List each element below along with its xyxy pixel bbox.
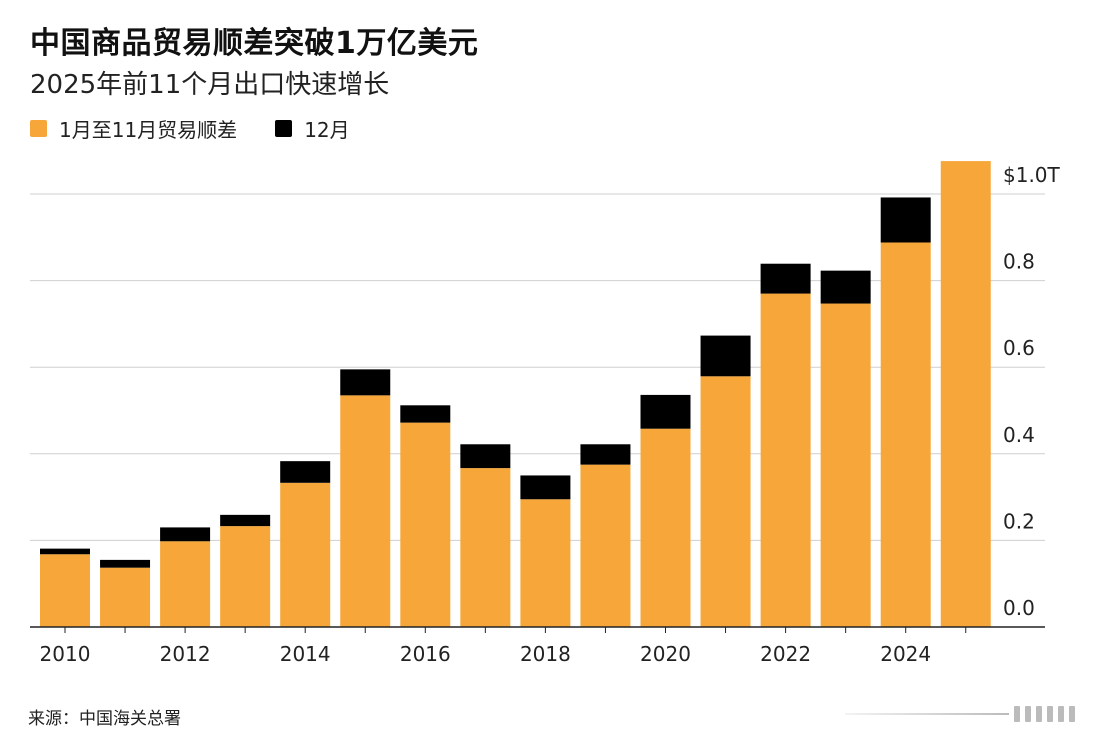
bar-december-2018	[520, 475, 571, 500]
x-tick-label: 2024	[880, 642, 931, 666]
bar-jan-nov-2016	[400, 422, 451, 627]
bar-jan-nov-2011	[100, 567, 151, 627]
bar-december-2016	[400, 405, 451, 423]
bar-chart: 2010 2012 2014 2016 2018 2020 2022 2024 0.0 0.2 0.…	[30, 161, 1061, 666]
chart-subtitle: 2025年前11个月出口快速增长	[30, 70, 390, 100]
bar-december-2014	[280, 461, 331, 483]
bar-december-2020	[640, 394, 691, 429]
legend-item-jan-nov: 1月至11月贸易顺差	[30, 114, 237, 143]
y-tick-label: $1.0T	[1003, 163, 1061, 187]
bar-jan-nov-2019	[580, 464, 631, 627]
legend-swatch-jan-nov	[30, 120, 47, 137]
source-note: 来源：中国海关总署	[28, 709, 181, 729]
bar-december-2013	[220, 514, 271, 527]
legend-label-december: 12月	[304, 118, 350, 142]
bar-december-2021	[700, 335, 751, 377]
bar-jan-nov-2010	[40, 554, 90, 627]
bar-december-2019	[580, 444, 631, 465]
bar-december-2015	[340, 369, 391, 396]
legend: 1月至11月贸易顺差 12月	[30, 114, 388, 143]
bar-jan-nov-2015	[340, 395, 391, 627]
bar-december-2023	[820, 270, 871, 304]
bar-jan-nov-2017	[460, 468, 511, 627]
bar-jan-nov-2012	[160, 541, 211, 627]
legend-item-december: 12月	[275, 114, 350, 143]
x-tick-label: 2020	[640, 642, 691, 666]
bar-jan-nov-2014	[280, 482, 331, 627]
y-tick-label: 0.4	[1003, 423, 1035, 447]
chart-title: 中国商品贸易顺差突破1万亿美元	[30, 26, 479, 61]
bar-december-2017	[460, 444, 511, 469]
y-tick-label: 0.0	[1003, 596, 1035, 620]
bar-jan-nov-2023	[820, 303, 871, 627]
bar-december-2022	[760, 263, 811, 294]
watermark	[845, 701, 1075, 727]
bar-december-2012	[160, 527, 211, 542]
y-tick-label: 0.2	[1003, 509, 1035, 533]
x-tick-label: 2022	[760, 642, 811, 666]
y-tick-label: 0.8	[1003, 250, 1035, 274]
y-tick-label: 0.6	[1003, 336, 1035, 360]
bar-jan-nov-2020	[640, 428, 691, 627]
bar-december-2024	[880, 197, 931, 243]
legend-swatch-december	[275, 120, 293, 137]
bar-jan-nov-2024	[880, 242, 931, 627]
x-tick-label: 2018	[520, 642, 571, 666]
bar-jan-nov-2022	[760, 293, 811, 627]
x-tick-label: 2016	[400, 642, 451, 666]
x-tick-label: 2010	[40, 642, 91, 666]
x-tick-label: 2014	[280, 642, 331, 666]
bar-jan-nov-2021	[700, 376, 751, 627]
bar-jan-nov-2013	[220, 526, 271, 627]
bar-december-2010	[40, 548, 90, 555]
bar-december-2011	[100, 559, 151, 568]
bar-jan-nov-2025	[940, 161, 991, 628]
legend-label-jan-nov: 1月至11月贸易顺差	[59, 118, 238, 142]
bar-jan-nov-2018	[520, 499, 571, 627]
x-tick-label: 2012	[160, 642, 211, 666]
